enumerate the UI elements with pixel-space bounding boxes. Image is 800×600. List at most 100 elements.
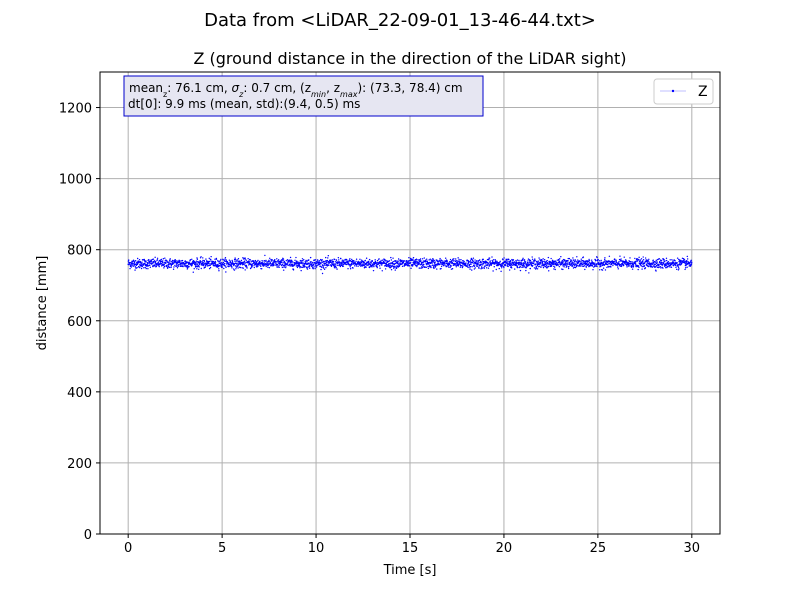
data-point	[244, 262, 247, 264]
data-point	[658, 266, 660, 268]
data-point	[566, 265, 568, 267]
data-point	[655, 270, 657, 272]
data-point	[427, 267, 430, 270]
data-point	[322, 266, 324, 268]
data-point	[286, 259, 289, 261]
data-point	[192, 271, 194, 273]
data-point	[309, 256, 312, 259]
data-point	[501, 264, 504, 266]
data-point	[295, 256, 297, 259]
data-point	[136, 266, 138, 269]
data-point	[327, 260, 330, 263]
data-point	[429, 262, 432, 265]
data-point	[471, 258, 473, 261]
data-point	[678, 268, 680, 270]
data-point	[543, 265, 545, 267]
data-point	[378, 265, 381, 267]
data-point	[561, 261, 564, 264]
data-point	[671, 259, 673, 261]
data-point	[397, 261, 399, 264]
data-point	[585, 260, 587, 263]
data-point	[176, 260, 178, 262]
data-point	[154, 256, 156, 259]
data-point	[416, 265, 418, 268]
data-point	[195, 260, 198, 262]
data-point	[422, 261, 424, 264]
data-point	[618, 265, 621, 267]
data-point	[631, 265, 633, 267]
data-point	[214, 258, 216, 260]
data-point	[245, 264, 248, 267]
data-point	[456, 259, 458, 262]
data-point	[424, 266, 426, 268]
data-point	[667, 260, 670, 263]
data-point	[281, 259, 283, 261]
data-point	[545, 265, 548, 267]
data-point	[381, 270, 383, 272]
data-point	[647, 265, 650, 268]
data-point	[581, 262, 583, 264]
data-point	[606, 263, 609, 266]
data-point	[371, 260, 374, 262]
data-point	[269, 257, 271, 260]
data-point	[540, 266, 542, 269]
data-point	[516, 259, 519, 261]
data-point	[139, 263, 141, 266]
data-point	[629, 257, 631, 259]
data-point	[568, 257, 571, 260]
data-point	[504, 261, 506, 264]
y-tick-label: 800	[67, 244, 92, 259]
data-point	[359, 265, 362, 267]
data-point	[282, 260, 284, 262]
data-point	[561, 259, 564, 262]
data-point	[345, 261, 347, 263]
data-point	[254, 259, 257, 262]
data-point	[458, 263, 460, 265]
data-point	[412, 258, 414, 260]
data-point	[642, 259, 645, 261]
data-point	[282, 262, 284, 264]
data-point	[641, 268, 643, 270]
data-point	[510, 263, 513, 265]
data-point	[472, 261, 474, 263]
data-point	[214, 262, 217, 264]
data-point	[219, 265, 221, 267]
data-point	[458, 258, 460, 261]
data-point	[468, 262, 470, 264]
data-point	[659, 262, 661, 264]
data-point	[200, 262, 202, 264]
data-point	[257, 265, 259, 268]
data-point	[376, 265, 378, 268]
data-point	[492, 270, 494, 272]
data-point	[301, 258, 304, 260]
data-point	[152, 262, 155, 264]
x-axis-ticks: 0 5 10 15 20 25 30	[124, 534, 700, 556]
data-point	[419, 258, 422, 260]
data-point	[317, 259, 319, 262]
data-point	[611, 263, 613, 265]
data-point	[503, 257, 505, 259]
data-point	[373, 265, 375, 268]
data-point	[511, 267, 513, 269]
data-point	[321, 266, 323, 269]
data-point	[308, 263, 310, 265]
data-point	[529, 259, 532, 262]
data-point	[242, 263, 245, 266]
data-point	[315, 260, 317, 263]
data-point	[224, 258, 226, 260]
data-point	[416, 259, 418, 261]
data-point	[433, 265, 436, 267]
data-point	[392, 257, 394, 259]
data-point	[501, 265, 503, 268]
data-point	[243, 260, 246, 262]
data-point	[349, 263, 351, 266]
data-point	[508, 258, 510, 261]
data-point	[163, 267, 165, 269]
data-point	[469, 268, 471, 270]
data-point	[302, 262, 304, 264]
data-point	[176, 267, 179, 269]
data-point	[197, 268, 200, 270]
data-point	[392, 260, 394, 263]
data-point	[342, 265, 345, 267]
